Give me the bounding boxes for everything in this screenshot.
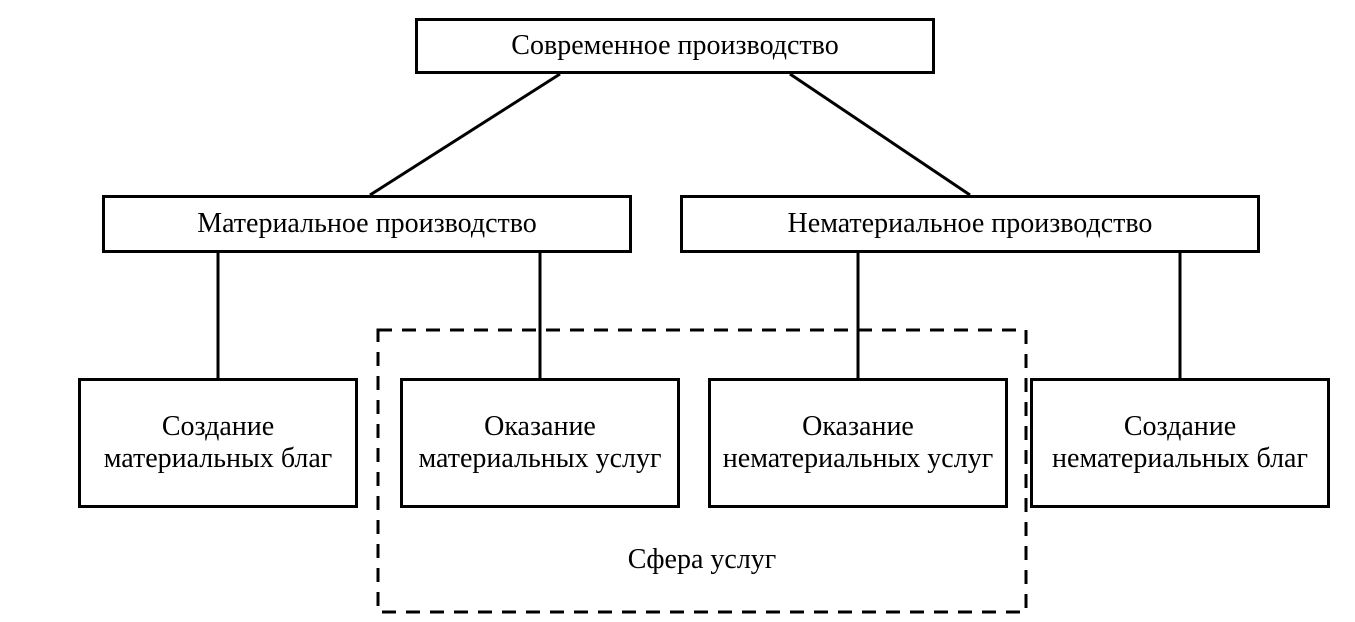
node-left: Материальное производство [102, 195, 632, 253]
node-leaf1-label: Создание материальных благ [91, 411, 345, 475]
node-right: Нематериальное производство [680, 195, 1260, 253]
node-root: Современное производство [415, 18, 935, 74]
node-right-label: Нематериальное производство [788, 208, 1153, 240]
edge-root_bottom_right-right_top [790, 74, 970, 195]
dashed-group-label: Сфера услуг [628, 544, 777, 576]
node-leaf2: Оказание материальных услуг [400, 378, 680, 508]
dashed-group-label-wrap: Сфера услуг [378, 508, 1026, 612]
diagram-canvas: Современное производство Материальное пр… [0, 0, 1355, 622]
node-leaf1: Создание материальных благ [78, 378, 358, 508]
node-left-label: Материальное производство [197, 208, 537, 240]
node-root-label: Современное производство [511, 30, 838, 62]
node-leaf2-label: Оказание материальных услуг [413, 411, 667, 475]
edge-root_bottom_left-left_top [370, 74, 560, 195]
node-leaf4: Создание нематериальных благ [1030, 378, 1330, 508]
node-leaf4-label: Создание нематериальных благ [1043, 411, 1317, 475]
node-leaf3: Оказание нематериальных услуг [708, 378, 1008, 508]
node-leaf3-label: Оказание нематериальных услуг [721, 411, 995, 475]
